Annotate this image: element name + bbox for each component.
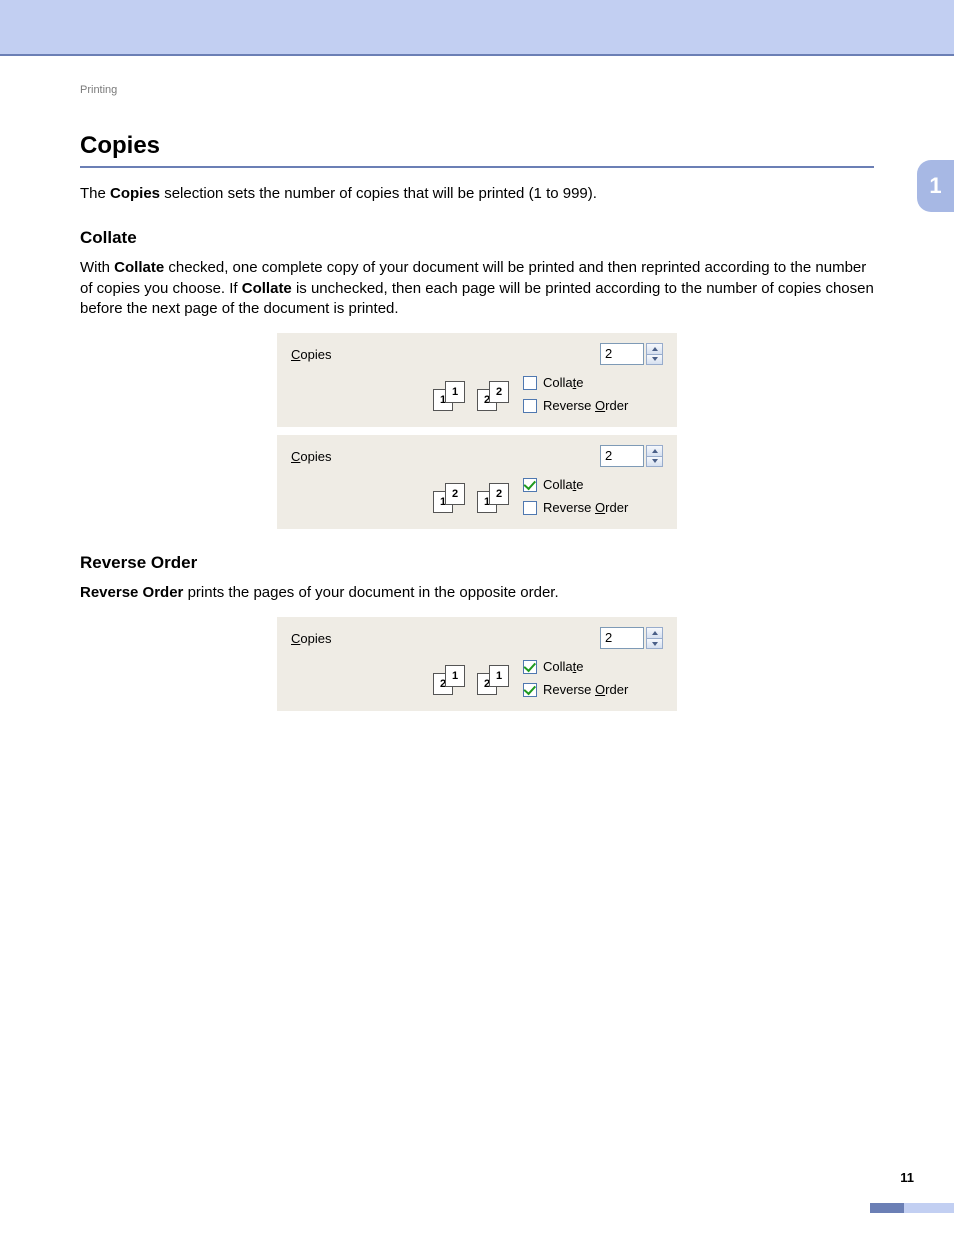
collate-checkbox[interactable] [523, 660, 537, 674]
page-order-illustration: 21 21 [291, 659, 523, 697]
reverse-order-checkbox[interactable] [523, 683, 537, 697]
reverse-order-label: Reverse Order [543, 398, 628, 413]
spin-down-button[interactable] [646, 457, 663, 468]
collate-checkbox[interactable] [523, 376, 537, 390]
copies-dialog: Copies21212CollateReverse Order [277, 435, 677, 529]
breadcrumb: Printing [80, 84, 874, 96]
header-band [0, 0, 954, 56]
collate-label: Collate [543, 659, 583, 674]
page-order-icon: 11 [433, 381, 467, 413]
reverse-order-checkbox[interactable] [523, 399, 537, 413]
page-number: 11 [900, 1170, 914, 1185]
reverse-heading: Reverse Order [80, 553, 874, 573]
collate-checkbox[interactable] [523, 478, 537, 492]
text: prints the pages of your document in the… [183, 584, 558, 601]
reverse-order-checkbox[interactable] [523, 501, 537, 515]
copies-spinner[interactable]: 2 [600, 445, 663, 467]
page-front: 1 [445, 665, 465, 687]
section-rule [80, 166, 874, 168]
collate-label: Collate [543, 477, 583, 492]
text: With [80, 259, 114, 276]
page-order-icon: 22 [477, 381, 511, 413]
copies-spinner[interactable]: 2 [600, 343, 663, 365]
footer-bar [0, 1203, 954, 1213]
spin-down-button[interactable] [646, 639, 663, 650]
page-front: 2 [489, 381, 509, 403]
reverse-dialogs: Copies 2 21 21 Collate Reverse Order [80, 617, 874, 711]
page-order-icon: 12 [433, 483, 467, 515]
copies-label: Copies [291, 449, 331, 464]
page-order-icon: 21 [433, 665, 467, 697]
page-order-illustration: 11 22 [291, 375, 523, 413]
copies-label: Copies [291, 631, 331, 646]
page-front: 2 [445, 483, 465, 505]
page-content: Printing Copies The Copies selection set… [0, 56, 954, 711]
copies-label: Copies [291, 347, 331, 362]
collate-paragraph: With Collate checked, one complete copy … [80, 258, 874, 319]
copies-input[interactable]: 2 [600, 445, 644, 467]
spin-up-button[interactable] [646, 343, 663, 355]
collate-label: Collate [543, 375, 583, 390]
copies-intro: The Copies selection sets the number of … [80, 184, 874, 204]
spin-up-button[interactable] [646, 627, 663, 639]
copies-input[interactable]: 2 [600, 343, 644, 365]
text-bold: Collate [114, 259, 164, 276]
section-title: Copies [80, 132, 874, 160]
reverse-paragraph: Reverse Order prints the pages of your d… [80, 583, 874, 603]
text: selection sets the number of copies that… [160, 185, 597, 202]
copies-spinner[interactable]: 2 [600, 627, 663, 649]
collate-heading: Collate [80, 228, 874, 248]
reverse-order-label: Reverse Order [543, 682, 628, 697]
text-bold: Collate [242, 280, 292, 297]
text: The [80, 185, 110, 202]
copies-dialog: Copies 2 11 22 Collate Reverse Order [277, 333, 677, 427]
page-order-illustration: 12 12 [291, 477, 523, 515]
text-bold: Reverse Order [80, 584, 183, 601]
chapter-tab: 1 [917, 160, 954, 212]
page-front: 2 [489, 483, 509, 505]
page-front: 1 [489, 665, 509, 687]
spin-down-button[interactable] [646, 355, 663, 366]
copies-input[interactable]: 2 [600, 627, 644, 649]
reverse-order-label: Reverse Order [543, 500, 628, 515]
text-bold: Copies [110, 185, 160, 202]
copies-dialog: Copies 2 21 21 Collate Reverse Order [277, 617, 677, 711]
page-front: 1 [445, 381, 465, 403]
spin-up-button[interactable] [646, 445, 663, 457]
page-order-icon: 12 [477, 483, 511, 515]
page-order-icon: 21 [477, 665, 511, 697]
collate-dialogs: Copies21122CollateReverse Order Copies21… [80, 333, 874, 529]
